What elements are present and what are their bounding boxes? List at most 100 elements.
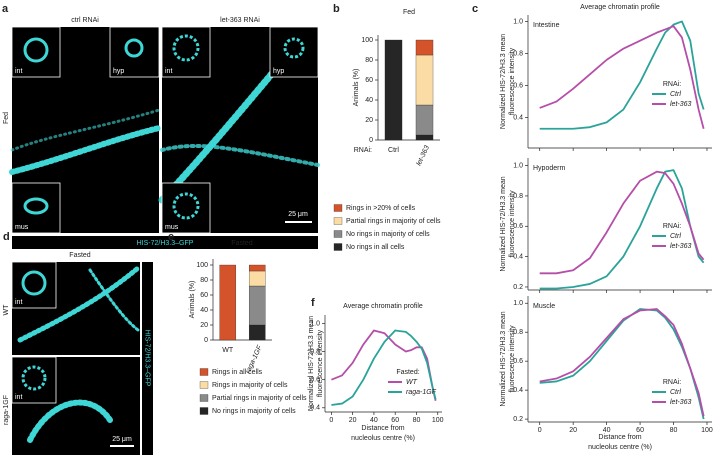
- y-tick-label: 0.6: [310, 377, 320, 384]
- legend-title: RNAi:: [663, 81, 681, 88]
- series-line: [539, 170, 705, 275]
- x-tick-label: 100: [432, 417, 444, 424]
- legend-label: Partial rings in majority of cells: [212, 395, 307, 402]
- panel-letter: e: [168, 231, 174, 243]
- nucleus: [23, 37, 49, 63]
- chart-title: Average chromatin profile: [580, 4, 660, 11]
- y-tick-label: 20: [365, 117, 373, 124]
- legend-swatch: [333, 230, 343, 238]
- legend-label: Rings in all cells: [212, 369, 263, 376]
- legend-label: let-363: [670, 243, 692, 250]
- channel-label: HIS-72/H3.3–GFP: [144, 330, 151, 387]
- bar-segment: [248, 264, 266, 272]
- inset: [11, 356, 57, 404]
- inset-label: hyp: [113, 68, 124, 75]
- legend-swatch: [199, 381, 209, 389]
- nucleus: [124, 38, 144, 58]
- legend-label: Rings in majority of cells: [212, 382, 288, 389]
- y-tick-label: 0.4: [310, 405, 320, 412]
- row-label: Fed: [3, 112, 10, 124]
- inset-label: int: [15, 394, 22, 401]
- series-line: [331, 329, 437, 401]
- y-tick-label: 0.6: [513, 358, 523, 365]
- worm-strand: [88, 268, 140, 332]
- y-axis-label: Normalized HIS-72/H3.3 mean: [500, 34, 507, 129]
- panel-title: Fasted: [69, 252, 91, 259]
- bar-segment: [248, 324, 266, 341]
- x-axis-label: Distance from: [598, 434, 641, 441]
- x-tick-label: 0: [538, 427, 542, 434]
- y-axis-label: Animals (%): [189, 281, 196, 319]
- legend-label: No rings in majority of cells: [212, 408, 296, 415]
- y-tick-label: 1.0: [513, 300, 523, 307]
- y-tick-label: 40: [200, 307, 208, 314]
- y-tick-label: 0: [369, 137, 373, 144]
- x-tick-label: 100: [701, 427, 713, 434]
- nucleus: [172, 192, 200, 220]
- y-axis-label: Animals (%): [353, 69, 360, 107]
- series-line: [539, 20, 705, 130]
- nucleus: [21, 270, 47, 296]
- y-tick-label: 60: [365, 77, 373, 84]
- series-line: [331, 329, 437, 406]
- legend-label: WT: [406, 379, 418, 386]
- x-tick-label: 60: [391, 417, 399, 424]
- y-tick-label: 0.4: [513, 387, 523, 394]
- x-tick-label: 20: [569, 427, 577, 434]
- legend-label: Ctrl: [670, 91, 681, 98]
- chart-title: Fed: [403, 9, 415, 16]
- legend-label: No rings in all cells: [346, 244, 405, 251]
- legend-label: let-363: [670, 101, 692, 108]
- series-line: [539, 308, 705, 417]
- legend-label: Ctrl: [670, 389, 681, 396]
- chart-title: Average chromatin profile: [343, 303, 423, 310]
- bar-segment: [384, 39, 403, 141]
- y-tick-label: 100: [196, 262, 208, 269]
- inset: [109, 26, 160, 78]
- legend-swatch: [333, 217, 343, 225]
- y-tick-label: 40: [365, 97, 373, 104]
- y-tick-label: 0.8: [513, 193, 523, 200]
- legend-label: let-363: [670, 399, 692, 406]
- y-axis-label: Normalized HIS-72/H3.3 mean: [308, 316, 315, 411]
- inset-label: hyp: [273, 68, 284, 75]
- legend-label: No rings in majority of cells: [346, 231, 430, 238]
- column-title: ctrl RNAi: [71, 17, 99, 24]
- y-tick-label: 0.8: [513, 329, 523, 336]
- x-tick-label: Ctrl: [388, 147, 399, 154]
- panel-letter: f: [311, 297, 315, 309]
- x-tick-label: WT: [222, 347, 234, 354]
- inset-label: int: [165, 68, 172, 75]
- y-tick-label: 1.0: [513, 162, 523, 169]
- bar-segment: [219, 264, 237, 341]
- row-label: raga-1GF: [3, 395, 10, 425]
- bar-segment: [415, 39, 434, 56]
- nucleus: [283, 37, 305, 59]
- worm-strand: [160, 144, 320, 167]
- x-tick-label: 0: [329, 417, 333, 424]
- y-axis-label: fluorescence intensity: [509, 325, 516, 393]
- y-tick-label: 0.8: [513, 50, 523, 57]
- inset-label: int: [15, 68, 22, 75]
- panel-letter: d: [3, 231, 10, 243]
- inset: [11, 26, 61, 78]
- channel-bar: [142, 262, 153, 455]
- y-tick-label: 1.0: [513, 18, 523, 25]
- nucleus: [172, 34, 200, 62]
- x-tick-label: 80: [670, 427, 678, 434]
- x-tick-label: 20: [349, 417, 357, 424]
- legend-swatch: [333, 243, 343, 251]
- legend-swatch: [199, 407, 209, 415]
- y-axis-label: Normalized HIS-72/H3.3 mean: [500, 176, 507, 271]
- subplot-title: Hypoderm: [533, 165, 565, 172]
- legend-swatch: [333, 204, 343, 212]
- y-tick-label: 60: [200, 292, 208, 299]
- legend-label: raga-1GF: [406, 389, 437, 396]
- y-tick-label: 0: [204, 337, 208, 344]
- x-axis-label: nucleolus centre (%): [588, 444, 652, 451]
- worm-strand: [9, 125, 162, 175]
- legend-label: Partial rings in majority of cells: [346, 218, 441, 225]
- y-tick-label: 0.6: [513, 82, 523, 89]
- subplot-title: Muscle: [533, 303, 555, 310]
- worm-strand: [17, 265, 141, 343]
